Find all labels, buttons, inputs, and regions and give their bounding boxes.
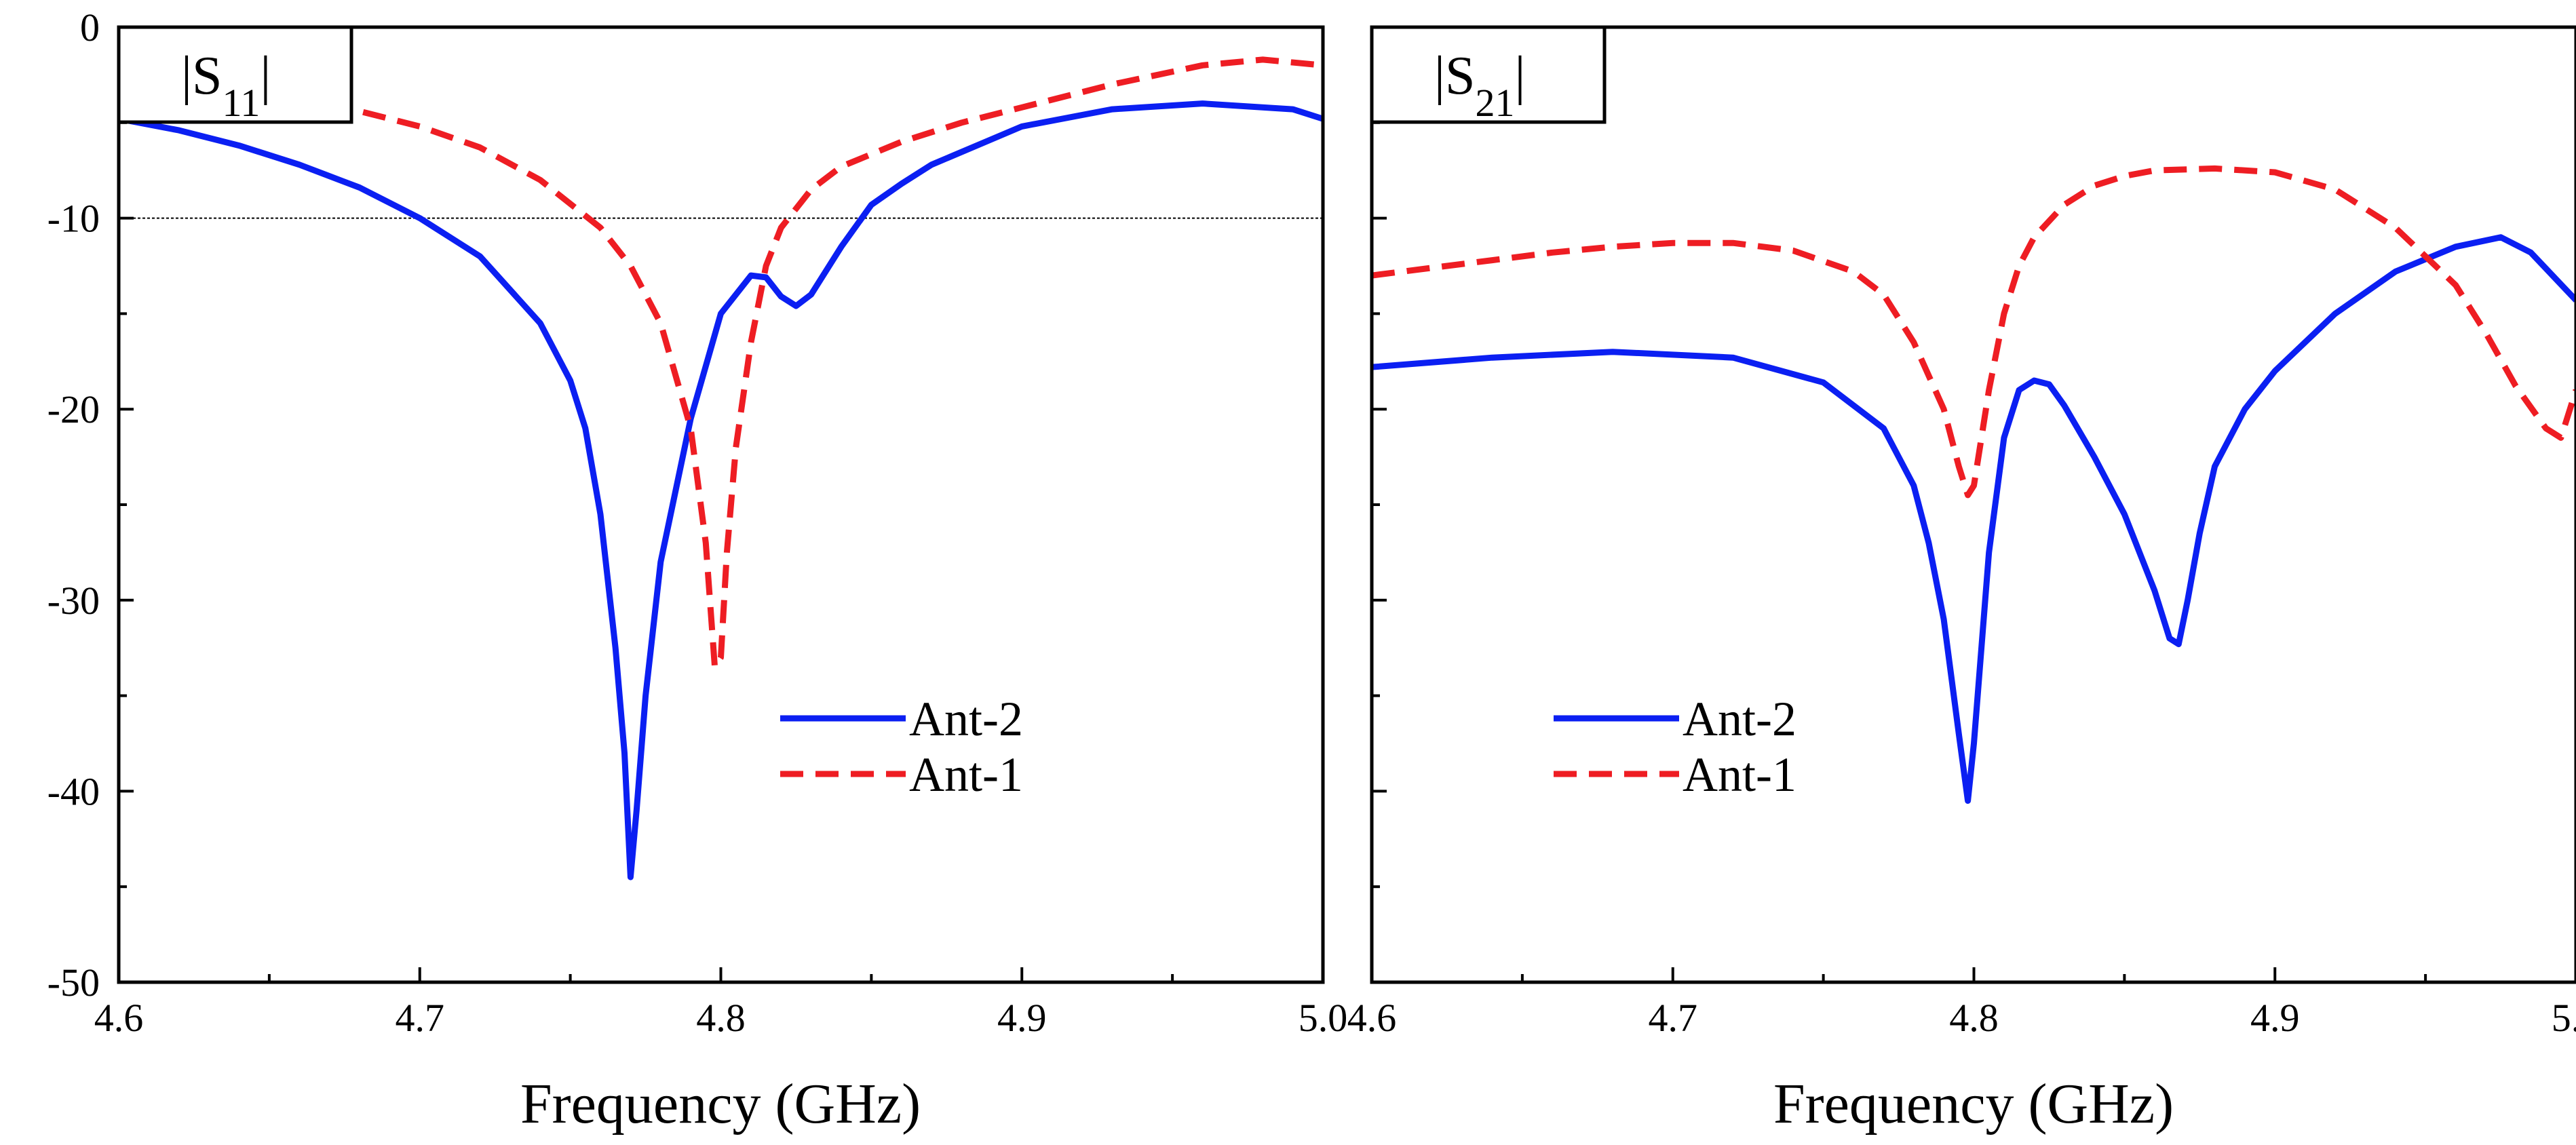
x-tick-label: 4.6: [1347, 996, 1397, 1040]
legend-label-ant-1: Ant-1: [1683, 748, 1796, 802]
legend: Ant-2 Ant-1: [1554, 692, 1796, 802]
series-group: [1372, 165, 2576, 804]
panel-s21: 4.6 4.7 4.8 4.9 5.0 |S21| Ant-2 Ant-1 Freque…: [1347, 25, 2576, 1136]
panel-title-subscript: 21: [1476, 81, 1515, 125]
x-tick-label: 4.9: [2250, 996, 2300, 1040]
x-tick-label: 4.6: [94, 996, 144, 1040]
y-tick-label: -30: [47, 579, 100, 623]
y-tick-label: -50: [47, 960, 100, 1005]
y-tick-label: -10: [47, 197, 100, 241]
x-tick-label: 5.0: [1299, 996, 1348, 1040]
series-group: [119, 56, 1323, 880]
panel-title: |S21|: [1434, 46, 1526, 125]
panel-title-frame: [117, 25, 353, 124]
x-tick-label: 4.7: [396, 996, 445, 1040]
panel-title-end: |: [260, 46, 271, 106]
panel-title-box: |S11|: [117, 25, 353, 125]
x-tick-label: 4.8: [1949, 996, 1999, 1040]
panel-title-frame: [1370, 25, 1607, 124]
y-tick-label: -40: [47, 769, 100, 813]
legend-label-ant-1: Ant-1: [909, 748, 1023, 802]
grid-and-ticks: 4.6 4.7 4.8 4.9 5.0: [1347, 26, 2576, 1040]
panel-title: |S11|: [181, 46, 271, 125]
grid-and-ticks: 4.6 4.7 4.8 4.9 5.0 0 -10 -20 -30 -40 -50: [47, 5, 1348, 1040]
legend-label-ant-2: Ant-2: [909, 692, 1023, 746]
x-tick-label: 4.8: [696, 996, 746, 1040]
x-tick-label: 4.7: [1649, 996, 1698, 1040]
panel-title-main: |S: [1434, 46, 1476, 106]
series-line-ant-1: [119, 56, 1323, 670]
x-axis-title: Frequency (GHz): [520, 1072, 921, 1136]
plot-frame: [117, 25, 1325, 984]
panel-title-box: |S21|: [1370, 25, 1607, 125]
legend-label-ant-2: Ant-2: [1683, 692, 1796, 746]
panel-title-end: |: [1515, 46, 1526, 106]
panel-title-subscript: 11: [223, 81, 261, 125]
series-line-ant-2: [1372, 234, 2576, 804]
legend: Ant-2 Ant-1: [780, 692, 1023, 802]
series-line-ant-1: [1372, 165, 2576, 499]
series-line-ant-2: [119, 100, 1323, 880]
x-tick-label: 4.9: [997, 996, 1047, 1040]
x-tick-label: 5.0: [2552, 996, 2576, 1040]
y-tick-label: -20: [47, 387, 100, 431]
plot-frame: [1370, 25, 2576, 984]
y-tick-label: 0: [80, 5, 100, 50]
x-axis-title: Frequency (GHz): [1773, 1072, 2174, 1136]
panel-title-main: |S: [181, 46, 223, 106]
panel-s11: 4.6 4.7 4.8 4.9 5.0 0 -10 -20 -30 -40 -50 |S11| An…: [47, 5, 1348, 1136]
